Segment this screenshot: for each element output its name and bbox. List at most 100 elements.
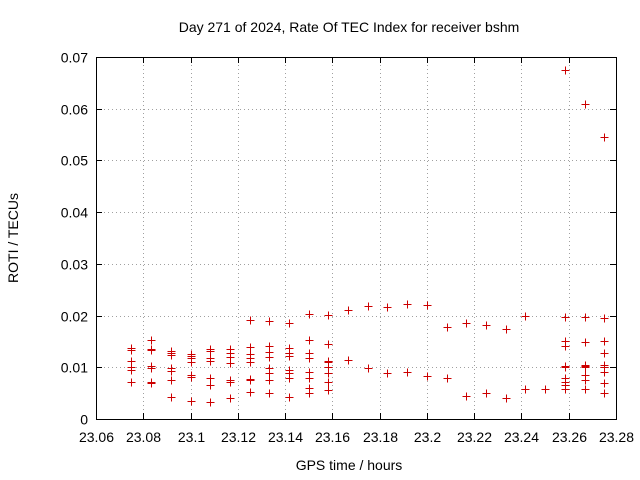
data-point — [187, 397, 196, 406]
data-point — [462, 319, 471, 328]
data-point — [502, 394, 511, 403]
data-point — [187, 358, 196, 367]
data-point — [344, 306, 353, 315]
chart-title: Day 271 of 2024, Rate Of TEC Index for r… — [179, 19, 520, 35]
data-point — [600, 133, 609, 142]
data-point — [600, 349, 609, 358]
x-tick-label: 23.24 — [504, 429, 539, 445]
data-point — [305, 354, 314, 363]
data-point — [285, 393, 294, 402]
y-tick-label: 0.05 — [61, 153, 88, 169]
data-point — [344, 356, 353, 365]
data-point — [423, 372, 432, 381]
data-point — [324, 386, 333, 395]
data-point — [581, 313, 590, 322]
data-point — [403, 300, 412, 309]
data-point — [226, 359, 235, 368]
x-tick-label: 23.26 — [552, 429, 587, 445]
data-point — [600, 379, 609, 388]
x-tick-label: 23.16 — [315, 429, 350, 445]
y-tick-label: 0.06 — [61, 102, 88, 118]
data-point — [561, 313, 570, 322]
x-tick-label: 23.28 — [599, 429, 634, 445]
y-tick-label: 0.03 — [61, 257, 88, 273]
data-point — [600, 337, 609, 346]
x-tick-label: 23.1 — [178, 429, 205, 445]
data-point — [265, 389, 274, 398]
data-point — [423, 301, 432, 310]
data-point — [443, 374, 452, 383]
y-tick-label: 0.02 — [61, 309, 88, 325]
data-point — [305, 389, 314, 398]
data-point — [265, 353, 274, 362]
data-point — [246, 388, 255, 397]
data-point — [206, 374, 215, 383]
plot-frame — [96, 57, 617, 420]
data-point — [383, 303, 392, 312]
y-tick-label: 0.07 — [61, 50, 88, 66]
data-point — [265, 376, 274, 385]
data-point — [482, 389, 491, 398]
data-point — [581, 376, 590, 385]
data-point — [383, 369, 392, 378]
data-point — [324, 369, 333, 378]
data-point — [305, 374, 314, 383]
data-point — [206, 398, 215, 407]
x-tick-label: 23.06 — [79, 429, 114, 445]
data-point — [600, 389, 609, 398]
data-point — [206, 357, 215, 366]
data-point — [226, 394, 235, 403]
data-point — [521, 385, 530, 394]
data-point — [403, 368, 412, 377]
data-point — [206, 347, 215, 356]
data-point — [265, 317, 274, 326]
data-point — [285, 374, 294, 383]
data-point — [127, 366, 136, 375]
data-point — [581, 363, 590, 372]
data-point — [324, 311, 333, 320]
data-point — [443, 323, 452, 332]
data-point — [305, 336, 314, 345]
data-point — [265, 369, 274, 378]
data-point — [187, 373, 196, 382]
grid-lines — [96, 57, 616, 419]
data-point — [285, 352, 294, 361]
x-axis-label: GPS time / hours — [296, 457, 403, 473]
data-point — [324, 378, 333, 387]
x-tick-label: 23.18 — [363, 429, 398, 445]
data-point — [246, 316, 255, 325]
data-point — [482, 321, 491, 330]
data-point — [167, 393, 176, 402]
data-point — [364, 364, 373, 373]
axes: 23.06 23.08 23.1 23.12 23.14 23.16 23.18 23.2 23… — [61, 50, 634, 446]
data-points — [127, 66, 609, 407]
x-tick-label: 23.2 — [414, 429, 441, 445]
data-point — [246, 343, 255, 352]
data-point — [147, 364, 156, 373]
data-point — [147, 379, 156, 388]
data-point — [581, 338, 590, 347]
y-tick-label: 0.04 — [61, 205, 88, 221]
data-point — [462, 392, 471, 401]
data-point — [167, 376, 176, 385]
data-point — [285, 319, 294, 328]
data-point — [324, 340, 333, 349]
data-point — [600, 368, 609, 377]
data-point — [581, 100, 590, 109]
data-point — [147, 336, 156, 345]
data-point — [206, 381, 215, 390]
x-tick-label: 23.22 — [457, 429, 492, 445]
y-tick-label: 0 — [80, 412, 88, 428]
data-point — [364, 302, 373, 311]
data-point — [600, 314, 609, 323]
data-point — [561, 363, 570, 372]
data-point — [127, 346, 136, 355]
y-axis-label: ROTI / TECUs — [5, 193, 21, 283]
y-tick-label: 0.01 — [61, 360, 88, 376]
data-point — [147, 346, 156, 355]
data-point — [581, 385, 590, 394]
data-point — [502, 325, 511, 334]
data-point — [226, 378, 235, 387]
data-point — [561, 66, 570, 75]
